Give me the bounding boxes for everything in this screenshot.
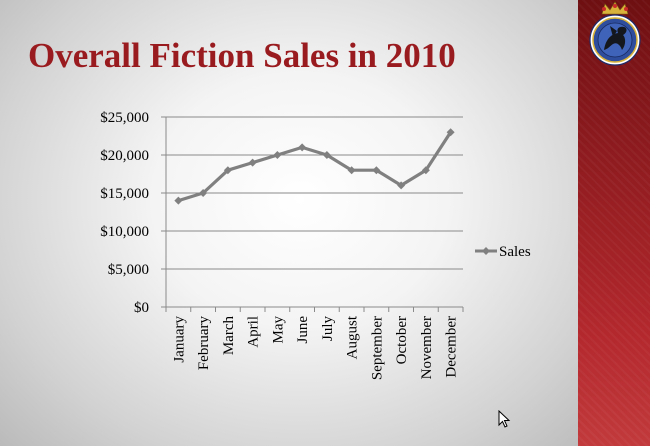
crest-logo (589, 1, 641, 66)
data-point-marker (223, 166, 232, 175)
x-tick-label: September (369, 316, 385, 380)
y-tick-label: $10,000 (100, 224, 149, 240)
data-point-marker (298, 143, 307, 152)
slide-background (0, 0, 578, 446)
x-tick-label: November (419, 316, 435, 379)
x-tick-label: April (246, 316, 262, 348)
data-point-marker (446, 128, 455, 137)
chart-legend: Sales (475, 244, 531, 260)
data-point-marker (322, 151, 331, 159)
x-tick-label: July (320, 316, 336, 342)
x-tick-label: June (295, 316, 311, 344)
slide-title: Overall Fiction Sales in 2010 (28, 36, 456, 75)
x-tick-label: January (171, 316, 187, 363)
y-axis-tick-labels: $0 $5,000 $10,000 $15,000 $20,000 $25,000 (100, 110, 149, 316)
x-tick-label: February (196, 316, 212, 371)
data-point-marker (397, 181, 406, 190)
x-axis-tick-labels: January February March April May June July Augu… (171, 315, 459, 380)
legend-marker (482, 247, 490, 255)
x-tick-label: December (444, 316, 460, 378)
sales-line (176, 130, 453, 203)
y-tick-label: $5,000 (108, 262, 149, 278)
x-tick-label: August (345, 315, 361, 359)
data-point-marker (199, 189, 208, 197)
x-tick-label: May (270, 316, 286, 344)
x-tick-label: October (394, 316, 410, 364)
data-point-marker (273, 151, 282, 159)
data-point-marker (421, 166, 430, 175)
chart-gridlines (166, 116, 463, 270)
y-tick-label: $0 (134, 300, 149, 316)
x-tick-label: March (221, 316, 237, 356)
mouse-pointer-icon (498, 410, 511, 428)
data-point-marker (174, 196, 183, 205)
y-tick-label: $15,000 (100, 186, 149, 202)
y-tick-label: $20,000 (100, 148, 149, 164)
sales-series (174, 128, 455, 205)
y-tick-label: $25,000 (100, 110, 149, 126)
side-banner (578, 0, 650, 446)
data-point-marker (347, 166, 356, 175)
data-point-marker (372, 166, 381, 175)
chart-axes (161, 116, 464, 312)
data-point-marker (248, 158, 257, 167)
legend-label: Sales (499, 244, 531, 260)
sales-line-chart: $0 $5,000 $10,000 $15,000 $20,000 $25,000 Jan… (100, 110, 531, 380)
